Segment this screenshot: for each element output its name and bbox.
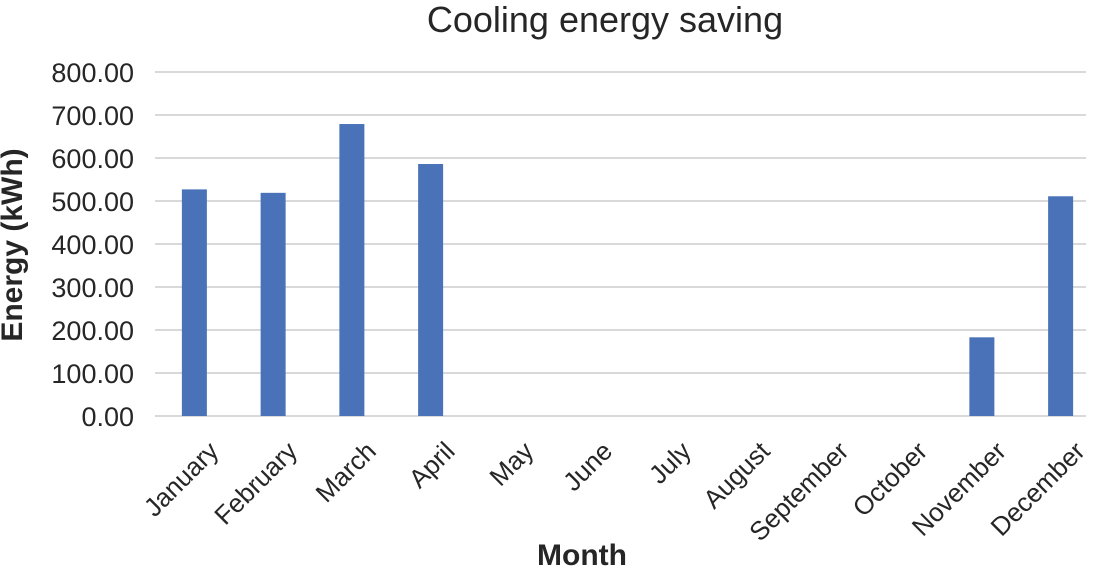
y-tick-label: 0.00: [81, 402, 134, 432]
bars: [181, 124, 1074, 416]
bar-december: [1048, 196, 1074, 416]
x-tick-label: February: [208, 436, 303, 531]
y-tick-label: 600.00: [51, 144, 134, 174]
x-tick-label: June: [557, 436, 618, 497]
bar-january: [181, 189, 207, 416]
y-tick-label: 100.00: [51, 359, 134, 389]
gridlines: [155, 71, 1086, 417]
y-tick-label: 800.00: [51, 58, 134, 88]
y-axis-title: Energy (kWh): [0, 148, 29, 341]
y-tick-label: 300.00: [51, 273, 134, 303]
y-tick-label: 200.00: [51, 316, 134, 346]
x-tick-label: July: [643, 436, 697, 490]
x-tick-label: August: [697, 435, 776, 514]
y-tick-label: 700.00: [51, 101, 134, 131]
x-tick-label: April: [403, 436, 461, 494]
bar-february: [260, 192, 286, 416]
x-axis-title: Month: [537, 539, 627, 567]
bar-march: [339, 124, 365, 416]
chart-title: Cooling energy saving: [427, 0, 783, 40]
bar-november: [969, 337, 995, 416]
bar-april: [418, 164, 444, 416]
y-tick-label: 400.00: [51, 230, 134, 260]
x-tick-label: March: [310, 436, 382, 508]
x-tick-label: May: [483, 436, 539, 492]
y-tick-label: 500.00: [51, 187, 134, 217]
y-axis-ticks: 0.00 100.00 200.00 300.00 400.00 500.00 600.00…: [51, 58, 134, 432]
